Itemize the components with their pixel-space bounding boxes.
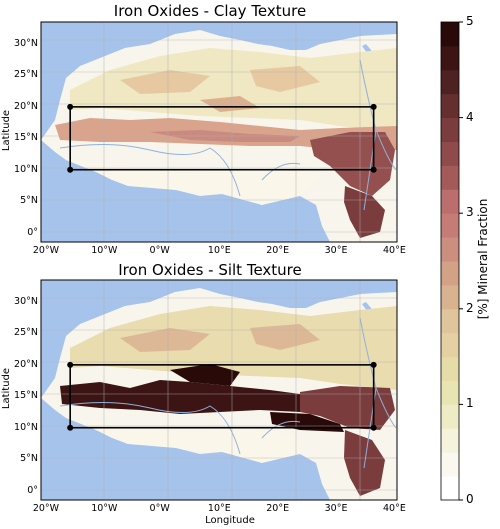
study-box-clay — [67, 103, 377, 173]
colorbar-tick-label: 5 — [466, 14, 474, 28]
colorbar-segment — [441, 237, 459, 262]
gridlines — [41, 22, 397, 242]
south-light — [66, 160, 320, 205]
lon-tick-label: 10°E — [207, 245, 231, 256]
colorbar-segment — [441, 93, 459, 119]
lon-tick-label: 30°E — [324, 503, 348, 514]
xlabel-silt: Longitude — [205, 515, 255, 526]
study-box-corner — [67, 424, 74, 431]
colorbar-frame — [440, 21, 460, 501]
lat-tick-label: 10°N — [14, 421, 38, 433]
gridlines — [41, 280, 397, 500]
study-box-corner — [370, 166, 377, 173]
lon-tick-label: 30°E — [324, 245, 348, 256]
rivers — [59, 59, 397, 211]
lon-tick-label: 0°W — [149, 503, 170, 514]
colorbar-tick-label: 3 — [466, 205, 474, 220]
panel-title-clay: Iron Oxides - Clay Texture — [113, 2, 307, 20]
colorbar-segment — [441, 308, 459, 334]
sahara-patch — [120, 328, 210, 352]
map-clay — [41, 22, 397, 242]
lat-tick-label: 25°N — [14, 69, 38, 81]
colorbar-tick-label: 1 — [466, 396, 474, 411]
lat-tick-label: 0° — [27, 484, 38, 496]
lon-tick-label: 40°E — [383, 245, 406, 256]
colorbar-segment — [441, 261, 459, 286]
study-box-corner — [370, 103, 377, 110]
colorbar-label: [%] Mineral Fraction — [476, 198, 490, 320]
colorbar-segment — [441, 332, 459, 358]
lon-tick-label: 20°E — [266, 503, 290, 514]
colorbar-segment — [441, 165, 459, 190]
sahara-patch — [120, 70, 210, 94]
study-box-outline — [69, 364, 375, 429]
colorbar-segment — [441, 22, 459, 47]
lon-tick-label: 20°W — [32, 503, 60, 514]
colorbar-segment — [441, 476, 459, 501]
lat-tick-label: 5°N — [20, 453, 38, 465]
study-box-corner — [67, 361, 74, 368]
colorbar-segment — [441, 45, 459, 71]
map-frame-clay — [40, 21, 398, 243]
colorbar-segment — [441, 189, 459, 214]
map-frame-silt — [40, 279, 398, 501]
colorbar-tick-label: 0 — [466, 492, 474, 506]
study-box-corner — [370, 424, 377, 431]
sahara-zone — [70, 48, 397, 132]
colorbar-segment — [441, 284, 459, 310]
lon-tick-label: 0°W — [149, 245, 170, 256]
lat-tick-label: 10°N — [14, 163, 38, 175]
lon-tick-label: 10°E — [207, 503, 231, 514]
colorbar-segment — [441, 404, 459, 429]
lat-tick-label: 20°N — [14, 358, 38, 370]
panel-title-silt: Iron Oxides - Silt Texture — [118, 261, 302, 279]
colorbar-segment — [441, 69, 459, 95]
sahel-dark — [60, 380, 300, 414]
lat-tick-label: 30°N — [14, 38, 38, 49]
study-box-silt — [67, 361, 377, 431]
east-high — [344, 186, 385, 238]
study-box-corner — [67, 103, 74, 110]
lon-tick-label: 10°W — [91, 503, 118, 514]
lat-tick-label: 15°N — [14, 132, 38, 144]
colorbar-segment — [441, 380, 459, 405]
mediterranean — [180, 22, 397, 48]
map-silt — [41, 280, 397, 500]
lat-tick-label: 5°N — [20, 195, 38, 207]
colorbar-segment — [441, 428, 459, 453]
sahara-patch — [250, 66, 320, 92]
lat-tick-label: 30°N — [14, 296, 38, 307]
colorbar — [441, 21, 463, 501]
study-box-corner — [67, 166, 74, 173]
colorbar-segment — [441, 117, 459, 142]
colorbar-segment — [441, 141, 459, 166]
sahara-patch — [250, 324, 320, 350]
lon-tick-label: 10°W — [91, 245, 118, 256]
colorbar-segment — [441, 452, 459, 477]
sahel-dark — [170, 364, 240, 386]
colorbar-tick-label: 4 — [466, 109, 474, 124]
mediterranean — [180, 280, 397, 306]
lon-tick-label: 20°W — [32, 245, 60, 256]
colorbar-segment — [441, 213, 459, 238]
colorbar-segment — [441, 356, 459, 381]
lat-tick-label: 25°N — [14, 327, 38, 339]
south-light — [66, 418, 300, 463]
study-box-outline — [69, 106, 375, 171]
colorbar-tick-label: 2 — [466, 300, 474, 315]
lon-tick-label: 20°E — [266, 245, 290, 256]
lat-tick-label: 20°N — [14, 100, 38, 112]
sahara-zone — [70, 306, 397, 390]
lat-tick-label: 15°N — [14, 390, 38, 402]
lon-tick-label: 40°E — [383, 503, 406, 514]
lat-tick-label: 0° — [27, 226, 38, 238]
study-box-corner — [370, 361, 377, 368]
